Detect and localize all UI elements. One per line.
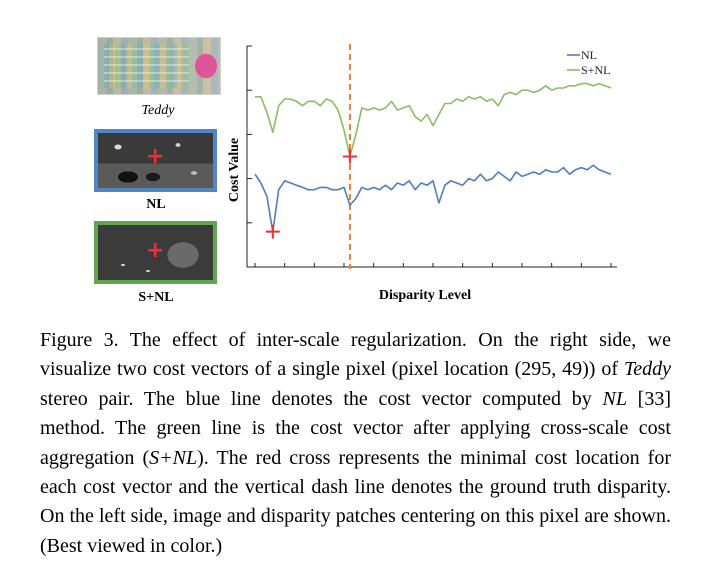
legend-label-0: NL [581, 48, 597, 62]
y-axis-title: Cost Value [227, 137, 242, 203]
series-line-snl [255, 82, 612, 158]
snl-patch-label: S+NL [138, 290, 174, 305]
series-line-nl [254, 164, 612, 233]
figure-caption: Figure 3. The effect of inter-scale regu… [40, 326, 671, 561]
caption-mid1: stereo pair. The blue line denotes the c… [40, 387, 603, 410]
nl-patch-label: NL [146, 197, 166, 212]
caption-snl: S+NL [149, 446, 198, 469]
legend-label-1: S+NL [581, 63, 610, 77]
teddy-image-patch [97, 37, 221, 95]
snl-patch-cross-icon: + [146, 238, 165, 263]
caption-prefix: Figure 3. The effect of inter-scale regu… [40, 329, 671, 381]
teddy-label: Teddy [141, 103, 175, 118]
caption-mid2: [33] method. The green line is the cost … [40, 387, 671, 469]
x-axis-title: Disparity Level [378, 288, 472, 303]
caption-suffix: ). The red cross represents the minimal … [40, 446, 671, 557]
snl-disparity-patch [94, 221, 217, 284]
nl-patch-cross-icon: + [146, 144, 165, 169]
caption-teddy: Teddy [623, 358, 671, 381]
caption-nl: NL [602, 387, 627, 410]
nl-disparity-patch [94, 129, 217, 192]
cost-chart: NLS+NL [246, 44, 617, 269]
